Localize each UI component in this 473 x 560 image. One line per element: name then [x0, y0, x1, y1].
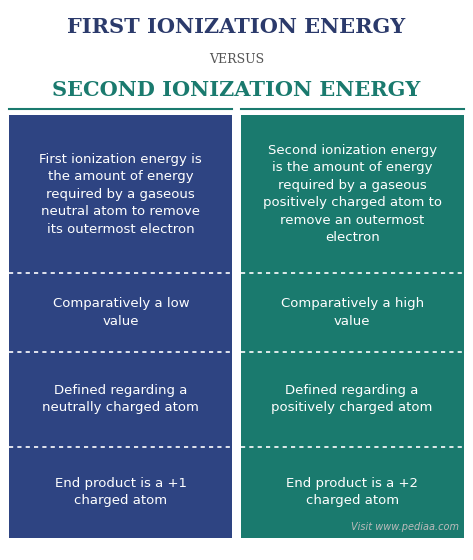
- Text: SECOND IONIZATION ENERGY: SECOND IONIZATION ENERGY: [53, 80, 420, 100]
- Bar: [241, 447, 464, 538]
- Bar: [241, 352, 464, 447]
- Text: Comparatively a low
value: Comparatively a low value: [53, 297, 189, 328]
- Text: VERSUS: VERSUS: [209, 53, 264, 66]
- Text: Visit www.pediaa.com: Visit www.pediaa.com: [351, 522, 459, 532]
- Text: FIRST IONIZATION ENERGY: FIRST IONIZATION ENERGY: [67, 17, 406, 37]
- Text: Comparatively a high
value: Comparatively a high value: [280, 297, 424, 328]
- Text: End product is a +1
charged atom: End product is a +1 charged atom: [55, 477, 187, 507]
- Bar: [9, 447, 232, 538]
- Text: Defined regarding a
positively charged atom: Defined regarding a positively charged a…: [272, 384, 433, 414]
- Bar: [9, 273, 232, 352]
- Text: Defined regarding a
neutrally charged atom: Defined regarding a neutrally charged at…: [43, 384, 199, 414]
- Text: End product is a +2
charged atom: End product is a +2 charged atom: [286, 477, 418, 507]
- Bar: [9, 115, 232, 273]
- Bar: [241, 115, 464, 273]
- Text: First ionization energy is
the amount of energy
required by a gaseous
neutral at: First ionization energy is the amount of…: [39, 152, 202, 236]
- Bar: [9, 352, 232, 447]
- Bar: [241, 273, 464, 352]
- Text: Second ionization energy
is the amount of energy
required by a gaseous
positivel: Second ionization energy is the amount o…: [263, 144, 442, 244]
